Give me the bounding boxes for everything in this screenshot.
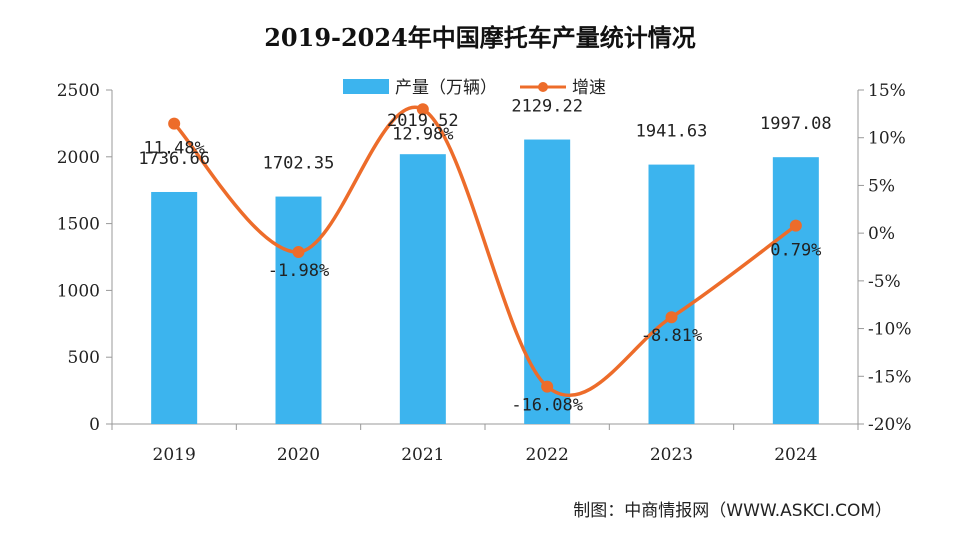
growth-value-label: -1.98% [268,261,329,281]
growth-value-label: 12.98% [392,124,453,144]
bar [524,139,571,425]
y-tick-label-left: 1500 [57,215,100,235]
bar-value-label: 2129.22 [511,97,583,117]
growth-value-label: -16.08% [511,396,583,416]
chart-title: 2019-2024年中国摩托车产量统计情况 [264,23,696,52]
line-point [541,380,554,393]
line-point [789,219,802,232]
y-tick-label-right: -10% [868,320,912,340]
bar-value-label: 2019.52 [387,111,459,131]
growth-value-label: -8.81% [641,326,702,346]
data-labels: 1736.66 1702.35 2019.52 2129.22 1941.63 1997.… [138,97,831,416]
source-credit: 制图：中商情报网（WWW.ASKCI.COM） [573,501,892,521]
bar-value-label: 1702.35 [263,154,335,174]
bar [275,196,322,424]
growth-value-label: 0.79% [770,241,821,261]
y-tick-label-left: 2500 [57,81,100,101]
y-tick-label-right: -5% [868,272,901,292]
growth-value-label: 11.48% [143,139,204,159]
line-point [416,103,429,116]
bar [772,157,819,424]
growth-line [172,105,797,397]
y-tick-label-right: -20% [868,415,912,435]
bar [399,154,446,424]
bar-series [151,139,819,425]
bar-value-label: 1941.63 [636,122,708,142]
line-point [665,311,678,324]
legend-line-label: 增速 [572,78,606,98]
bar-value-label: 1997.08 [760,114,832,134]
y-tick-label-right: -15% [868,367,912,387]
y-tick-label-left: 0 [89,415,100,435]
y-tick-label-left: 2000 [57,148,100,168]
bar-value-label: 1736.66 [138,149,210,169]
x-tick-label: 2022 [526,445,569,465]
legend: 产量（万辆） 增速 [343,78,606,98]
bar [151,191,198,424]
legend-bar-swatch [343,79,389,94]
y-tick-label-right: 5% [868,176,895,196]
x-tick-label: 2023 [650,445,693,465]
line-series [168,103,802,397]
y-tick-label-right: 10% [868,129,906,149]
y-tick-label-right: 0% [868,224,895,244]
legend-bar-label: 产量（万辆） [395,78,497,98]
x-tick-label: 2024 [774,445,817,465]
legend-line-marker [538,82,548,92]
axes: 0 500 1000 1500 2000 2500 -20% -15% -10% -5% 0% 5% 1… [57,81,912,465]
line-point [292,246,305,259]
x-tick-label: 2019 [153,445,196,465]
bar [648,164,695,424]
y-tick-label-left: 500 [68,348,100,368]
y-tick-label-left: 1000 [57,281,100,301]
x-tick-label: 2020 [277,445,320,465]
x-tick-label: 2021 [401,445,444,465]
line-point [168,117,181,130]
y-tick-label-right: 15% [868,81,906,101]
